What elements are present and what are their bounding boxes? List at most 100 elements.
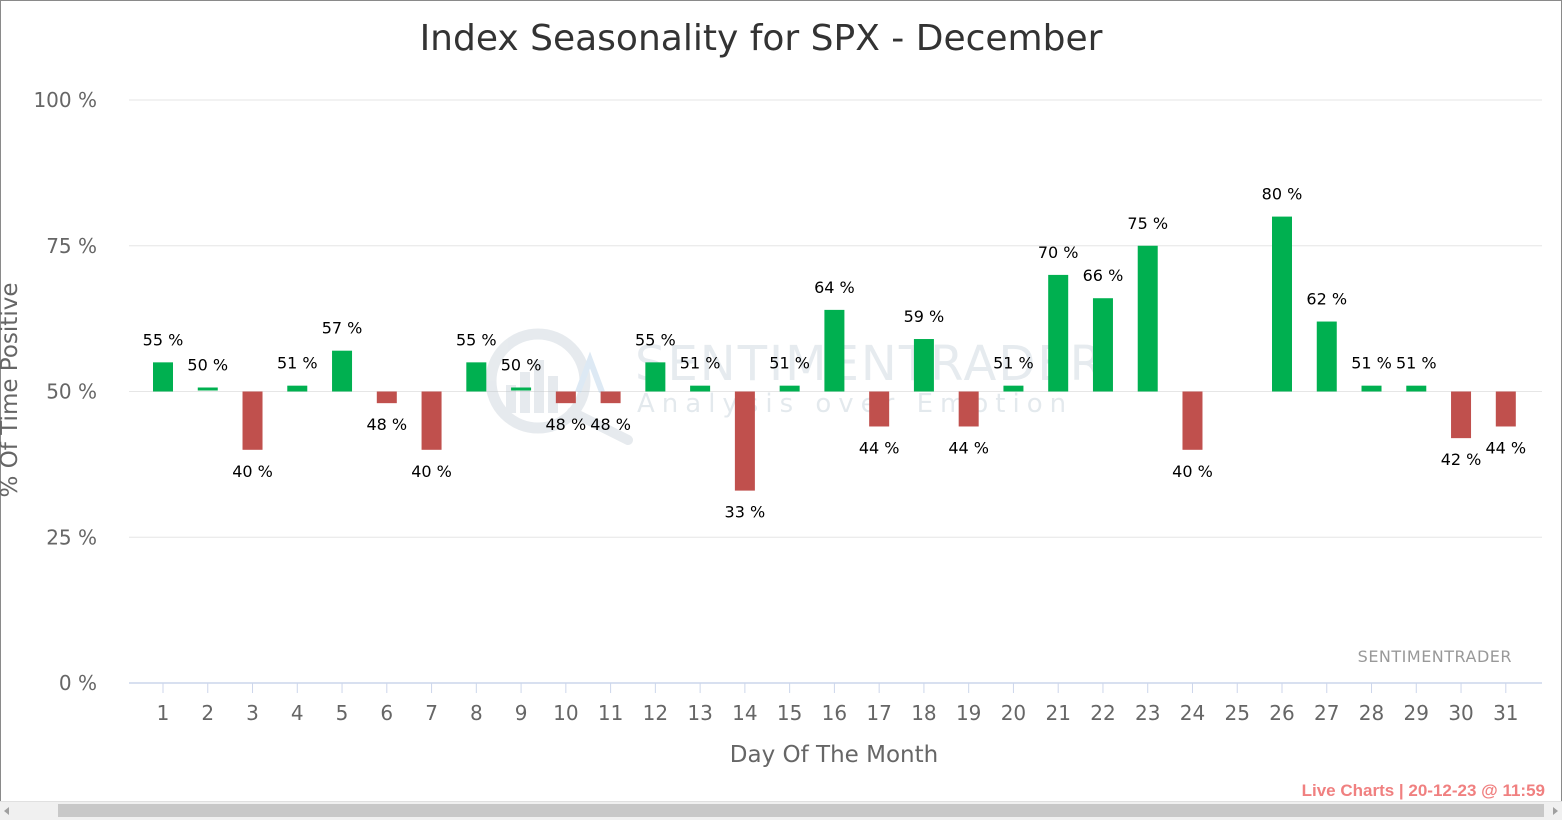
x-tick-label: 12 [643, 701, 668, 725]
bar-day-29 [1406, 385, 1427, 392]
x-tick-label: 14 [732, 701, 757, 725]
x-tick-label: 26 [1269, 701, 1294, 725]
y-tick-label: 0 % [59, 671, 97, 695]
x-tick-label: 25 [1225, 701, 1250, 725]
x-tick-label: 24 [1180, 701, 1205, 725]
x-tick-label: 17 [866, 701, 891, 725]
data-label-day-19: 44 % [948, 438, 989, 457]
bar-day-18 [913, 339, 934, 392]
y-tick-label: 50 % [46, 380, 97, 404]
x-tick-label: 9 [515, 701, 528, 725]
x-tick-label: 10 [553, 701, 578, 725]
data-label-day-12: 55 % [635, 330, 676, 349]
scrollbar-thumb[interactable] [58, 804, 1544, 817]
x-tick-label: 30 [1448, 701, 1473, 725]
bar-day-26 [1272, 216, 1292, 392]
bar-day-20 [1003, 385, 1024, 392]
data-label-day-17: 44 % [859, 438, 900, 457]
bar-day-5 [332, 350, 353, 392]
y-tick-label: 100 % [33, 88, 97, 112]
x-axis-title: Day Of The Month [730, 742, 938, 768]
bar-day-30 [1451, 391, 1472, 439]
watermark-tagline: Analysis over Emotion [637, 389, 1073, 419]
watermark: SENTIMENTRADER Analysis over Emotion [485, 328, 1105, 445]
x-tick-label: 19 [956, 701, 981, 725]
bar-day-11 [600, 391, 621, 404]
bar-day-27 [1316, 321, 1337, 392]
data-label-day-3: 40 % [232, 462, 273, 481]
watermark-brand: SENTIMENTRADER [635, 336, 1105, 392]
bar-day-13 [690, 385, 711, 392]
data-label-day-8: 55 % [456, 330, 497, 349]
chart-title: Index Seasonality for SPX - December [420, 18, 1103, 59]
live-charts-footer: Live Charts | 20-12-23 @ 11:59 [1301, 781, 1545, 800]
scroll-right-icon[interactable] [1553, 807, 1558, 815]
y-tick-label: 75 % [46, 234, 97, 258]
data-label-day-27: 62 % [1306, 290, 1347, 309]
bar-day-8 [466, 362, 487, 392]
scroll-left-icon[interactable] [4, 807, 9, 815]
bar-day-7 [421, 391, 442, 450]
bar-day-19 [958, 391, 979, 427]
x-tick-label: 29 [1404, 701, 1429, 725]
bar-day-2 [197, 387, 218, 391]
bar-day-1 [153, 362, 173, 392]
x-tick-label: 8 [470, 701, 483, 725]
seasonality-chart: SENTIMENTRADER Analysis over Emotion 55 … [0, 18, 1542, 768]
x-tick-label: 4 [291, 701, 304, 725]
bar-day-21 [1048, 274, 1069, 392]
y-axis-title: % Of Time Positive [0, 283, 23, 498]
x-tick-label: 3 [246, 701, 259, 725]
data-label-day-5: 57 % [322, 319, 363, 338]
data-label-day-4: 51 % [277, 354, 318, 373]
bar-day-31 [1495, 391, 1516, 427]
bar-day-6 [376, 391, 397, 404]
x-tick-label: 6 [380, 701, 393, 725]
x-tick-label: 18 [911, 701, 936, 725]
y-axis-ticks: 0 % 25 % 50 % 75 % 100 % [33, 88, 97, 695]
bar-day-9 [511, 387, 532, 391]
data-label-day-14: 33 % [725, 503, 766, 522]
data-label-day-15: 51 % [769, 354, 810, 373]
data-label-day-10: 48 % [546, 415, 587, 434]
watermark-logo-icon [485, 328, 633, 445]
y-tick-label: 25 % [46, 525, 97, 549]
x-tick-label: 5 [336, 701, 349, 725]
data-label-day-22: 66 % [1083, 266, 1124, 285]
gridlines [129, 99, 1542, 684]
bar-day-23 [1137, 245, 1158, 392]
data-label-day-16: 64 % [814, 278, 855, 297]
bar-day-15 [779, 385, 800, 392]
data-label-day-24: 40 % [1172, 462, 1213, 481]
bar-day-14 [734, 391, 755, 491]
bar-day-16 [824, 309, 845, 392]
data-label-day-1: 55 % [143, 330, 184, 349]
data-labels: 55 %50 %40 %51 %57 %48 %40 %55 %50 %48 %… [143, 185, 1526, 522]
bar-day-17 [869, 391, 890, 427]
bar-day-22 [1092, 298, 1113, 392]
x-axis-ticks: 1 2 3 4 5 6 7 8 9 10 11 12 13 14 15 16 17 18 19 20 21 22 23 24 2… [157, 683, 1519, 725]
x-tick-label: 15 [777, 701, 802, 725]
bar-day-3 [242, 391, 263, 450]
data-label-day-7: 40 % [411, 462, 452, 481]
x-tick-label: 1 [157, 701, 170, 725]
data-label-day-29: 51 % [1396, 354, 1437, 373]
x-tick-label: 23 [1135, 701, 1160, 725]
data-label-day-2: 50 % [187, 356, 228, 375]
x-tick-label: 20 [1001, 701, 1026, 725]
x-tick-label: 2 [201, 701, 214, 725]
x-tick-label: 13 [687, 701, 712, 725]
data-label-day-9: 50 % [501, 356, 542, 375]
x-tick-label: 21 [1045, 701, 1070, 725]
data-label-day-31: 44 % [1485, 438, 1526, 457]
bar-day-4 [287, 385, 308, 392]
x-tick-label: 22 [1090, 701, 1115, 725]
horizontal-scrollbar[interactable] [0, 801, 1562, 820]
x-tick-label: 28 [1359, 701, 1384, 725]
x-tick-label: 27 [1314, 701, 1339, 725]
data-label-day-20: 51 % [993, 354, 1034, 373]
bar-day-10 [555, 391, 576, 404]
data-label-day-23: 75 % [1127, 214, 1168, 233]
data-label-day-18: 59 % [904, 307, 945, 326]
bars [153, 216, 1516, 491]
